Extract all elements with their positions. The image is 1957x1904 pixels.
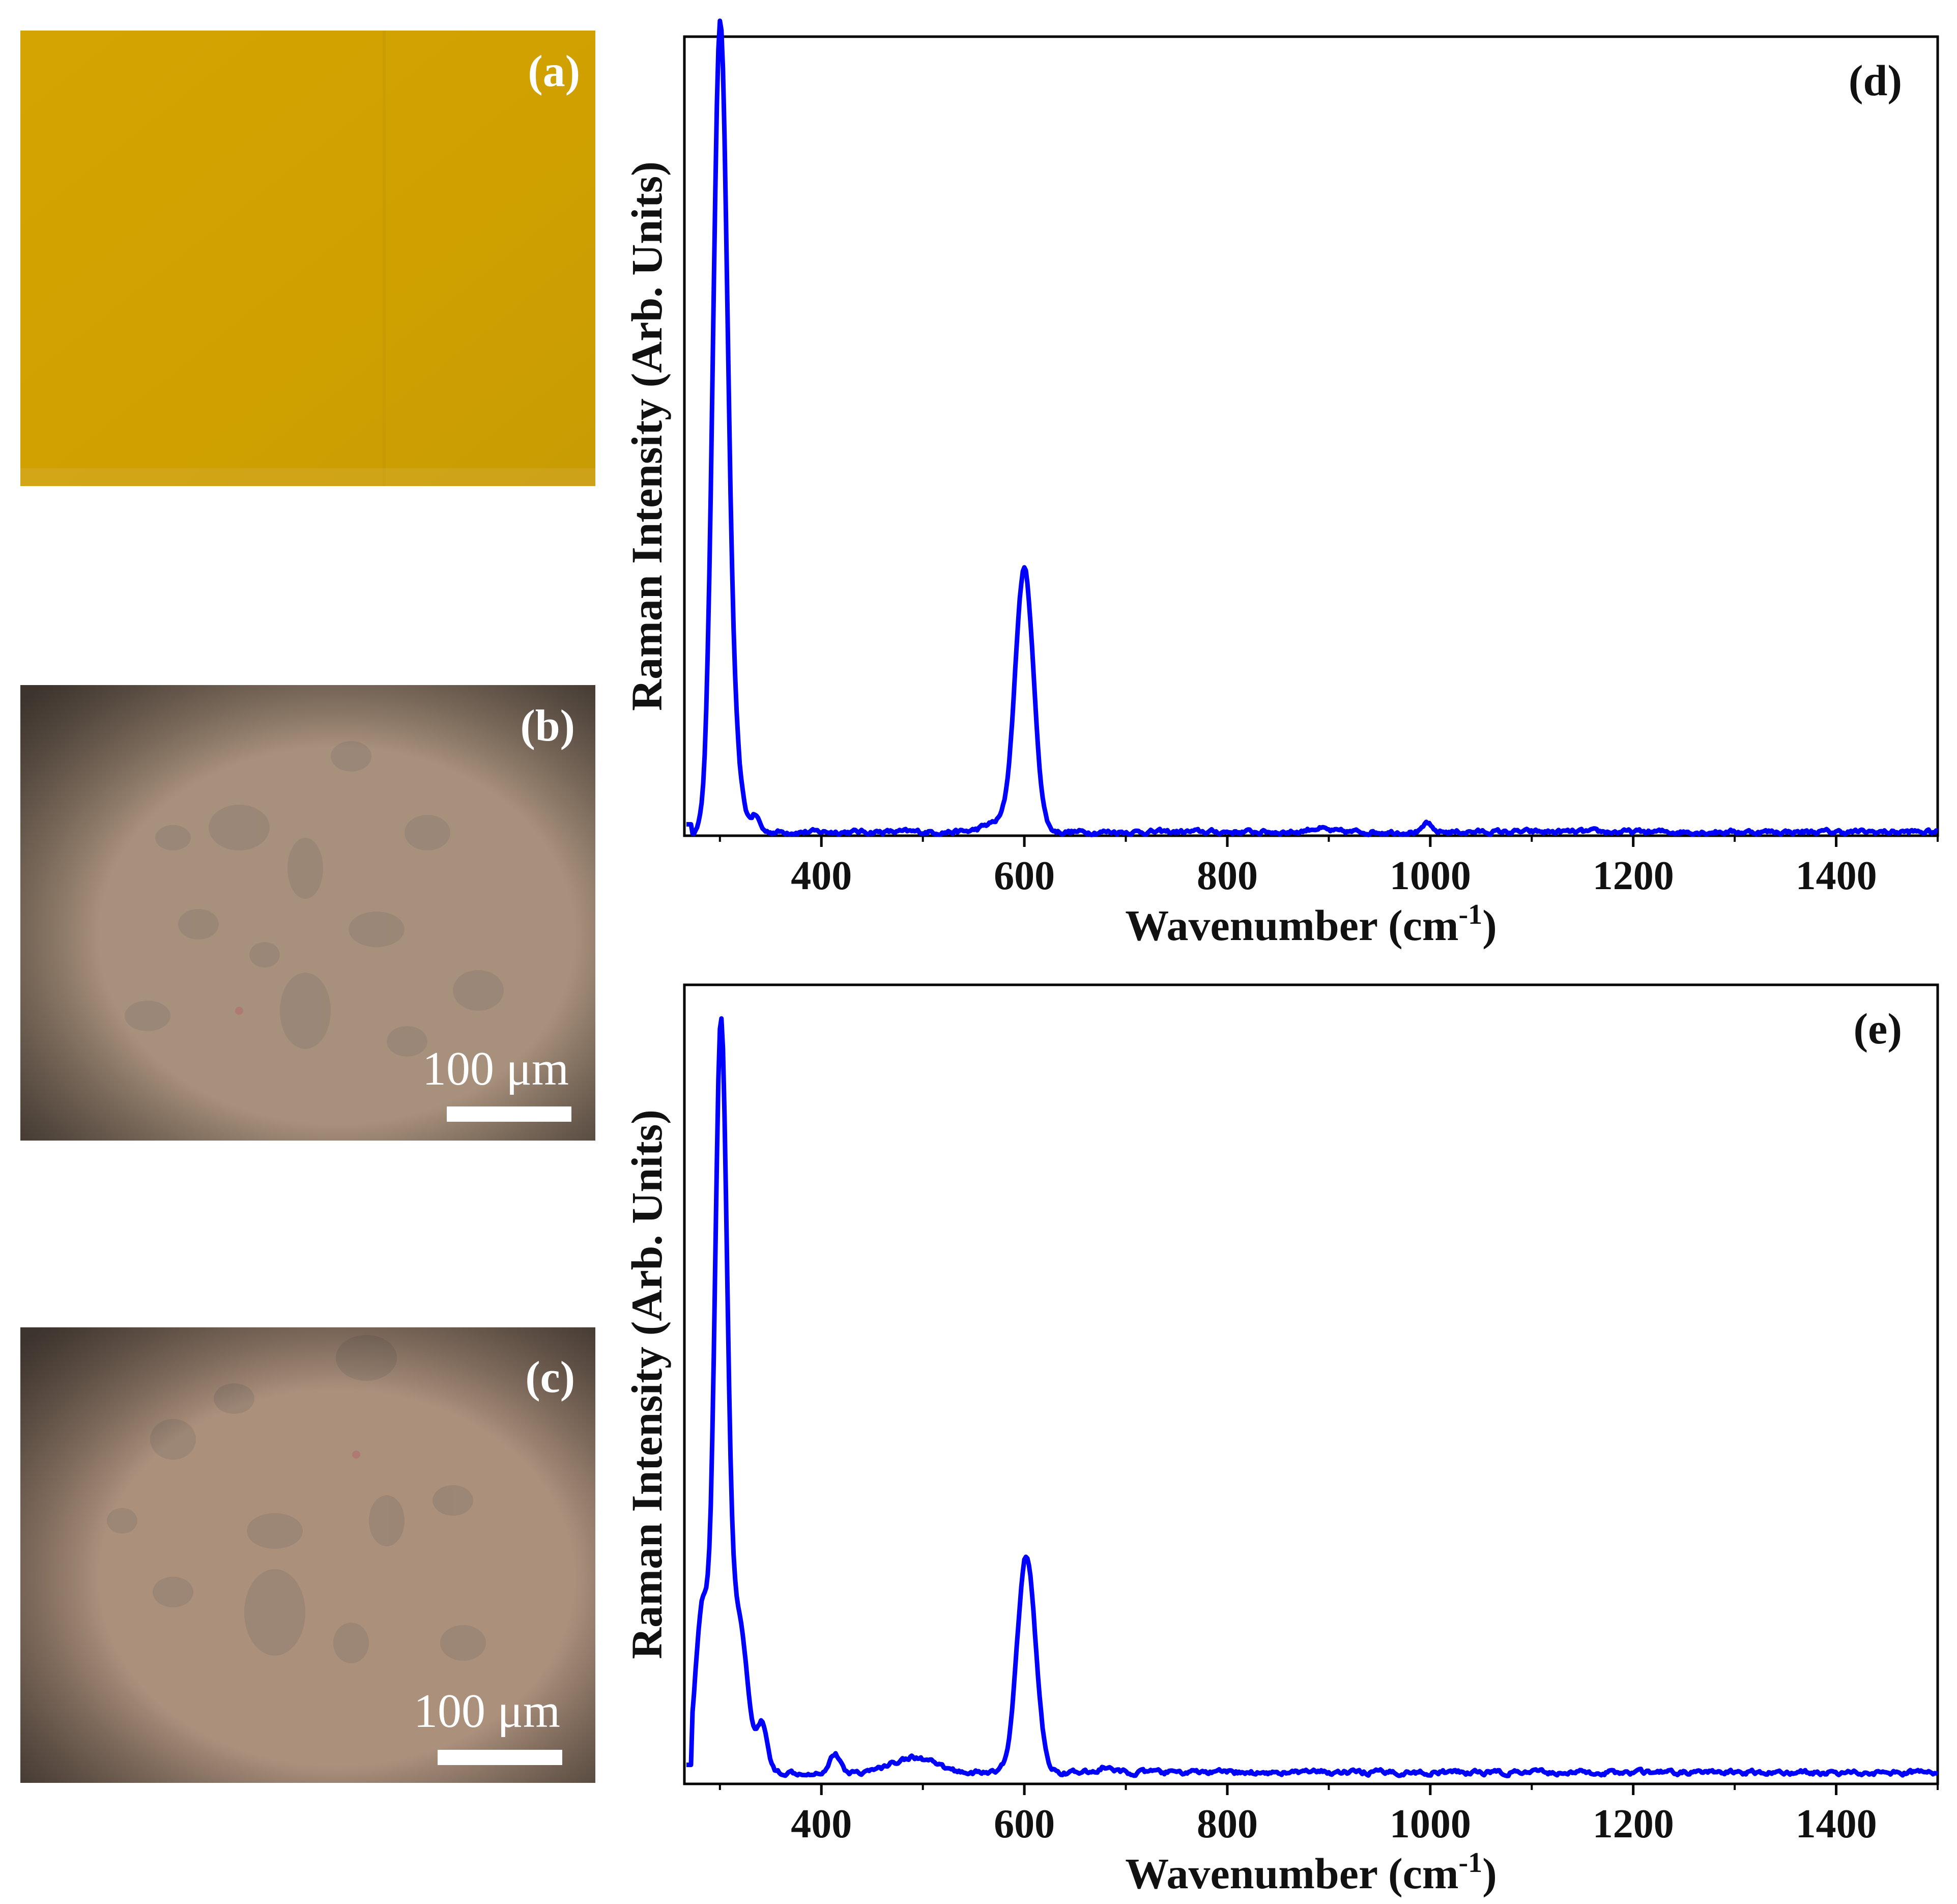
panel-label-c: (c) (525, 1353, 575, 1402)
scale-text-b: 100 μm (422, 1042, 569, 1095)
chart-d-panel-label: (d) (1849, 56, 1902, 105)
chart-e-panel-label: (e) (1854, 1004, 1902, 1053)
photo-a-sample: (a) (20, 31, 595, 486)
chart-e-series-line (685, 1016, 1939, 1778)
chart-d-frame (683, 35, 1939, 837)
photo-a-image (20, 31, 595, 486)
chart-e-xtick-label-800: 800 (1197, 1802, 1258, 1846)
chart-e-xtick-label-400: 400 (791, 1802, 852, 1846)
chart-d-xtick-label-1200: 1200 (1593, 854, 1674, 898)
chart-d-xtick-label-1000: 1000 (1390, 854, 1471, 898)
chart-d-series-line (685, 18, 1939, 837)
scale-bar-b (447, 1106, 571, 1122)
chart-d-ylabel: Raman Intensity (Arb. Units) (622, 161, 671, 711)
scale-text-c: 100 μm (414, 1685, 561, 1738)
chart-e-xtick-label-1200: 1200 (1593, 1802, 1674, 1846)
chart-e-xlabel: Wavenumber (cm-1) (1125, 1847, 1497, 1898)
photo-b-micrograph: (b) 100 μm (20, 685, 595, 1141)
photo-b-image (20, 685, 595, 1141)
chart-e-ylabel: Raman Intensity (Arb. Units) (622, 1110, 671, 1659)
chart-e-frame (683, 983, 1939, 1785)
chart-e-xtick-label-1000: 1000 (1390, 1802, 1471, 1846)
chart-d-xtick-label-800: 800 (1197, 854, 1258, 898)
chart-d-xlabel: Wavenumber (cm-1) (1125, 899, 1497, 950)
scale-bar-c (438, 1750, 562, 1765)
photo-c-micrograph: (c) 100 μm (20, 1327, 595, 1783)
chart-d-xtick-label-400: 400 (791, 854, 852, 898)
photo-c-image (20, 1327, 595, 1783)
chart-d-xtick-label-1400: 1400 (1796, 854, 1877, 898)
chart-e-xtick-label-600: 600 (994, 1802, 1055, 1846)
chart-e-xtick-label-1400: 1400 (1796, 1802, 1877, 1846)
panel-label-b: (b) (520, 701, 575, 751)
panel-label-a: (a) (528, 47, 580, 96)
chart-d-xtick-label-600: 600 (994, 854, 1055, 898)
